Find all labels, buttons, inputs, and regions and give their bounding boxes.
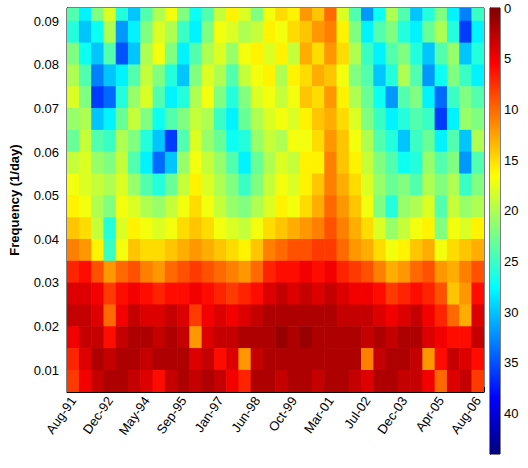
svg-text:Apr-05: Apr-05 <box>413 394 448 435</box>
svg-text:Oct-99: Oct-99 <box>265 394 300 435</box>
svg-text:May-94: May-94 <box>116 394 153 438</box>
svg-text:0.06: 0.06 <box>34 145 59 160</box>
svg-text:0.08: 0.08 <box>34 57 59 72</box>
svg-text:35: 35 <box>504 355 518 370</box>
svg-text:Aug-06: Aug-06 <box>448 394 484 437</box>
svg-text:Sep-95: Sep-95 <box>153 394 189 437</box>
svg-text:20: 20 <box>504 203 518 218</box>
svg-text:30: 30 <box>504 305 518 320</box>
svg-text:10: 10 <box>504 102 518 117</box>
svg-text:Frequency (1/day): Frequency (1/day) <box>7 144 22 255</box>
svg-text:Jul-02: Jul-02 <box>341 394 374 432</box>
svg-text:15: 15 <box>504 153 518 168</box>
svg-text:0.01: 0.01 <box>34 363 59 378</box>
svg-text:25: 25 <box>504 254 518 269</box>
svg-text:0.07: 0.07 <box>34 101 59 116</box>
svg-text:0.02: 0.02 <box>34 319 59 334</box>
svg-text:40: 40 <box>504 406 518 421</box>
svg-text:Mar-01: Mar-01 <box>301 394 337 436</box>
svg-text:0.03: 0.03 <box>34 275 59 290</box>
svg-text:Jan-97: Jan-97 <box>191 394 226 435</box>
svg-text:Dec-03: Dec-03 <box>374 394 410 437</box>
svg-text:Jun-98: Jun-98 <box>228 394 263 435</box>
svg-text:Dec-92: Dec-92 <box>80 394 116 437</box>
svg-text:0.05: 0.05 <box>34 188 59 203</box>
svg-text:Aug-91: Aug-91 <box>43 394 79 437</box>
svg-text:5: 5 <box>504 51 511 66</box>
svg-text:0: 0 <box>504 1 511 16</box>
svg-text:0.04: 0.04 <box>34 232 59 247</box>
svg-text:0.09: 0.09 <box>34 14 59 29</box>
